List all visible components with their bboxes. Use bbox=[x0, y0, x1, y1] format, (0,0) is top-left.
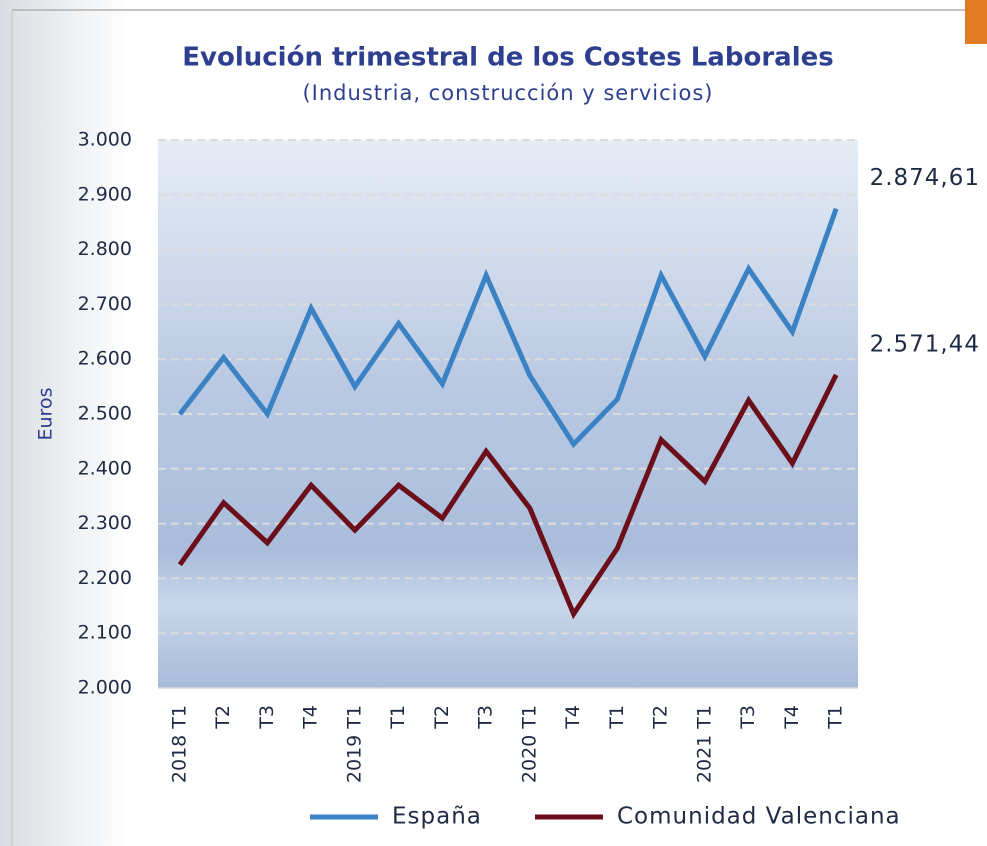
legend-label: España bbox=[392, 804, 482, 830]
x-tick-label: T4 bbox=[562, 705, 584, 730]
y-tick-label: 2.300 bbox=[78, 512, 132, 534]
x-tick-label: 2019 T1 bbox=[343, 705, 365, 783]
y-tick-label: 2.700 bbox=[78, 293, 132, 315]
x-tick-label: T4 bbox=[781, 705, 803, 730]
y-tick-label: 2.900 bbox=[78, 183, 132, 205]
x-tick-label: T2 bbox=[650, 705, 672, 730]
data-label: 2.571,44 bbox=[870, 331, 980, 357]
chart-title: Evolución trimestral de los Costes Labor… bbox=[182, 43, 833, 73]
data-label: 2.874,61 bbox=[870, 165, 980, 191]
legend-label: Comunidad Valenciana bbox=[617, 804, 901, 830]
y-tick-label: 2.200 bbox=[78, 567, 132, 589]
x-tick-label: T3 bbox=[256, 705, 278, 730]
y-tick-label: 2.500 bbox=[78, 403, 132, 425]
x-tick-label: T1 bbox=[606, 705, 628, 730]
corner-accent bbox=[965, 0, 987, 44]
y-tick-label: 2.100 bbox=[78, 622, 132, 644]
chart-subtitle: (Industria, construcción y servicios) bbox=[302, 81, 713, 105]
y-tick-label: 2.600 bbox=[78, 348, 132, 370]
x-tick-label: 2020 T1 bbox=[518, 705, 540, 783]
x-tick-label: T1 bbox=[825, 705, 847, 730]
y-tick-label: 3.000 bbox=[78, 129, 132, 151]
x-tick-label: T4 bbox=[300, 705, 322, 730]
x-tick-label: T2 bbox=[212, 705, 234, 730]
y-tick-label: 2.400 bbox=[78, 457, 132, 479]
y-tick-label: 2.000 bbox=[78, 677, 132, 699]
x-tick-label: 2018 T1 bbox=[168, 705, 190, 783]
y-tick-label: 2.800 bbox=[78, 238, 132, 260]
chart: Evolución trimestral de los Costes Labor… bbox=[0, 0, 987, 846]
x-tick-label: T3 bbox=[475, 705, 497, 730]
x-tick-label: T1 bbox=[387, 705, 409, 730]
y-axis-label: Euros bbox=[35, 388, 57, 441]
x-tick-label: T2 bbox=[431, 705, 453, 730]
x-tick-label: T3 bbox=[737, 705, 759, 730]
x-tick-label: 2021 T1 bbox=[693, 705, 715, 783]
